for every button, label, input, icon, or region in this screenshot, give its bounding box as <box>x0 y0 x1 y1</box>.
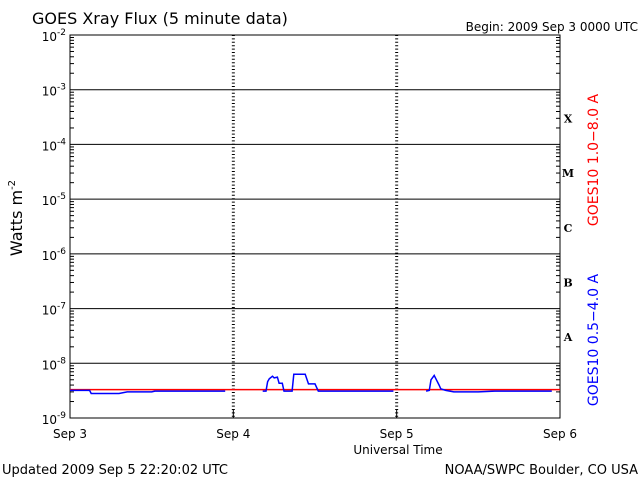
source-credit: NOAA/SWPC Boulder, CO USA <box>445 463 638 478</box>
x-tick-label-1: Sep 4 <box>216 427 250 441</box>
y-axis-label-exponent: -2 <box>7 180 18 190</box>
y-tick-label-0: 10-2 <box>42 28 66 44</box>
flare-class-A: A <box>563 331 573 344</box>
x-axis-label: Universal Time <box>353 443 442 457</box>
svg-text:Watts m-2: Watts m-2 <box>7 180 26 256</box>
legend-short-channel: GOES10 0.5−4.0 A <box>586 274 602 407</box>
legend-long-channel-label: GOES10 1.0−8.0 A <box>586 94 602 227</box>
flare-class-M: M <box>562 167 574 180</box>
updated-timestamp: Updated 2009 Sep 5 22:20:02 UTC <box>2 463 228 478</box>
flare-class-B: B <box>563 276 572 289</box>
x-tick-label-2: Sep 5 <box>380 427 414 441</box>
y-tick-label-7: 10-9 <box>42 411 67 427</box>
flare-class-X: X <box>564 112 573 125</box>
y-tick-label-5: 10-7 <box>42 302 66 318</box>
y-tick-label-2: 10-4 <box>42 137 67 153</box>
y-tick-label-4: 10-6 <box>42 247 67 263</box>
y-tick-label-3: 10-5 <box>42 192 66 208</box>
x-tick-label-0: Sep 3 <box>53 427 87 441</box>
series-1-line-0 <box>70 389 226 395</box>
plot-frame <box>69 34 561 419</box>
chart-title: GOES Xray Flux (5 minute data) <box>32 9 288 28</box>
begin-label: Begin: 2009 Sep 3 0000 UTC <box>466 20 638 34</box>
y-axis-label-base: Watts m <box>7 190 26 256</box>
flare-class-C: C <box>564 222 573 235</box>
series-1-line-1 <box>262 373 394 392</box>
legend-short-channel-label: GOES10 0.5−4.0 A <box>586 274 602 407</box>
legend-long-channel: GOES10 1.0−8.0 A <box>586 94 602 227</box>
series-1-line-2 <box>425 373 552 393</box>
y-tick-label-6: 10-8 <box>42 356 67 372</box>
x-tick-label-3: Sep 6 <box>543 427 577 441</box>
y-axis-label: Watts m-2 <box>7 180 26 256</box>
y-tick-label-1: 10-3 <box>42 83 66 99</box>
plot-area: Sep 3 Sep 4 Sep 5 Sep 6 10-2 10-3 10-4 10-5 10-6… <box>42 28 577 441</box>
